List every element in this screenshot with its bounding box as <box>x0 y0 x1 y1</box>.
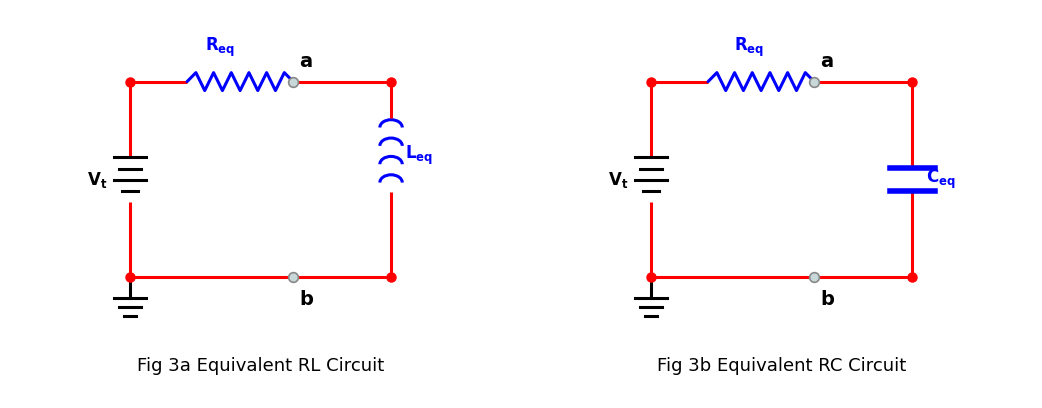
Text: $\mathbf{V_t}$: $\mathbf{V_t}$ <box>609 169 628 190</box>
Text: $\mathbf{L_{eq}}$: $\mathbf{L_{eq}}$ <box>405 144 433 166</box>
Text: $\mathbf{R_{eq}}$: $\mathbf{R_{eq}}$ <box>204 36 234 59</box>
Text: Fig 3b Equivalent RC Circuit: Fig 3b Equivalent RC Circuit <box>656 357 907 375</box>
Text: a: a <box>299 52 313 71</box>
Text: Fig 3a Equivalent RL Circuit: Fig 3a Equivalent RL Circuit <box>137 357 384 375</box>
Text: a: a <box>820 52 834 71</box>
Text: $\mathbf{R_{eq}}$: $\mathbf{R_{eq}}$ <box>734 36 764 59</box>
Text: b: b <box>820 290 835 309</box>
Text: $\mathbf{C_{eq}}$: $\mathbf{C_{eq}}$ <box>926 168 956 191</box>
Text: $\mathbf{V_t}$: $\mathbf{V_t}$ <box>88 169 107 190</box>
Text: b: b <box>299 290 314 309</box>
